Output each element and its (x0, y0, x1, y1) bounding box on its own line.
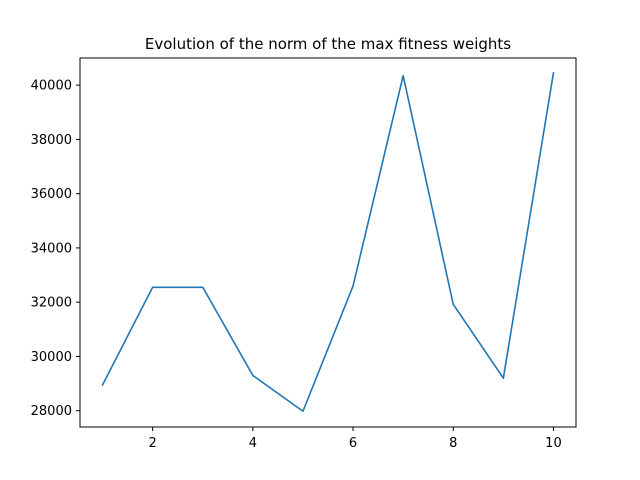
x-tick-label: 4 (249, 436, 257, 451)
axes-frame (79, 57, 577, 428)
x-tick-label: 10 (545, 436, 562, 451)
y-tick-label: 28000 (31, 404, 72, 419)
y-tick-label: 32000 (31, 296, 72, 311)
x-tick-label: 8 (449, 436, 457, 451)
y-tick-label: 30000 (31, 350, 72, 365)
x-tick-label: 6 (349, 436, 357, 451)
plot-area: 2 4 6 8 10 28000 30000 32000 34000 36000 38000 4000… (31, 57, 577, 451)
y-tick-label: 38000 (31, 133, 72, 148)
y-tick-label: 36000 (31, 187, 72, 202)
y-tick-label: 34000 (31, 241, 72, 256)
y-tick-label: 40000 (31, 79, 72, 94)
x-tick-label: 2 (149, 436, 157, 451)
series-line (101, 72, 555, 413)
chart-title: Evolution of the norm of the max fitness… (145, 35, 511, 53)
